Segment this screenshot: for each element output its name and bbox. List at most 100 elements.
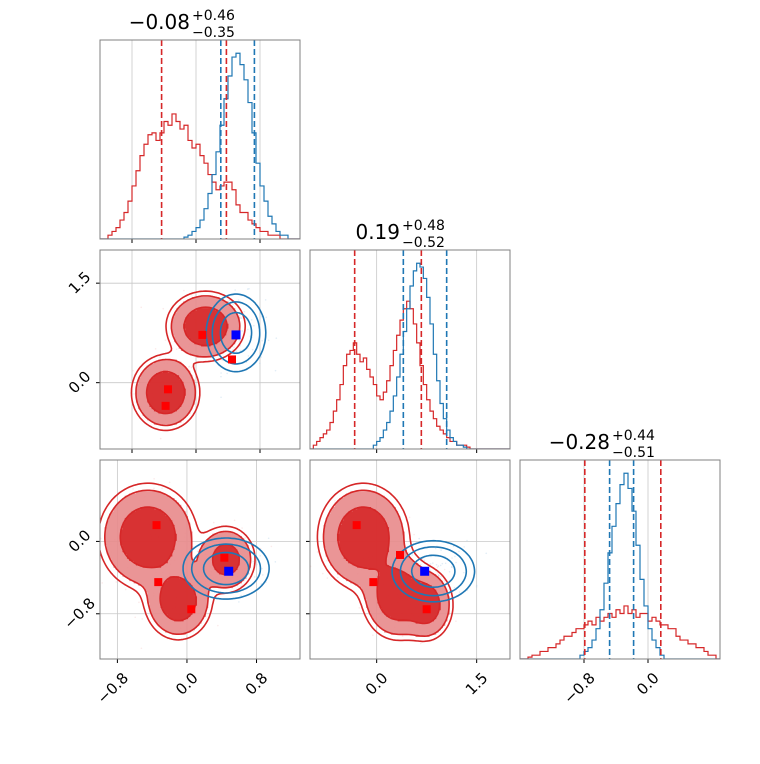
sample-dot [132,488,134,490]
contour-area [307,482,488,645]
sample-dot [238,314,241,317]
panel-frame [99,249,301,450]
sample-dot [431,562,434,564]
sample-dot [265,316,268,319]
panel-diag-1: 0.19 +0.48−0.52 [309,218,511,453]
blue-contour [399,546,468,597]
sample-dot [238,340,241,342]
sample-dot [307,509,309,511]
sample-dot [407,551,410,554]
sample-dot [248,572,250,575]
blue-contour [211,301,261,365]
sample-dot [235,350,238,353]
red-density-fill [336,506,441,624]
panel-lower-2-0: −0.8 0.0 0.8 −0.8 0.0 [60,459,301,708]
sample-dot [437,565,440,567]
sample-dot [451,557,453,559]
sample-dot [162,307,165,310]
sample-dot [448,570,451,573]
sample-dot [454,555,456,558]
sample-dot [247,328,249,331]
red-marker [152,521,161,530]
sample-dot [401,635,404,637]
sample-dot [429,569,432,572]
sample-dot [240,594,242,597]
y-tick-label: 1.5 [65,268,95,298]
sample-dot [232,303,235,305]
sample-dot [239,317,242,319]
sample-dot [140,647,143,650]
red-marker [220,553,229,562]
panel-lower-1-0: 0.0 1.5 [65,249,301,453]
sample-dot [221,359,224,362]
sample-dot [260,583,263,585]
sample-dot [140,306,143,309]
hist-blue [310,262,510,449]
sample-dot [175,348,178,351]
title-lower-error: −0.35 [192,25,235,41]
panel-frame [99,39,301,240]
sample-dot [260,356,262,358]
sample-dot [153,487,155,490]
sample-dot [256,563,258,566]
blue-marker [420,566,430,576]
red-marker [352,521,361,530]
sample-dot [188,366,190,368]
sample-dot [322,572,324,575]
sample-dot [241,527,243,529]
sample-dot [259,362,261,365]
sample-dot [124,588,127,591]
red-marker [369,578,378,587]
sample-dot [429,563,432,565]
red-marker [396,550,404,559]
sample-dot [438,574,441,577]
sample-dot [246,288,249,290]
sample-dot [455,620,457,622]
contour-area [100,478,277,650]
sample-dot [251,348,254,351]
sample-dot [159,437,162,440]
sample-dot [101,582,104,584]
sample-dot [440,549,442,551]
blue-contour [202,551,250,586]
title-lower-error: −0.52 [402,235,445,251]
sample-dot [316,551,319,553]
title-upper-error: +0.48 [402,218,445,234]
sample-dot [275,337,278,339]
sample-dot [441,562,444,565]
red-marker [161,401,170,410]
sample-dot [183,289,185,292]
sample-dot [336,576,339,579]
sample-dot [326,577,329,579]
red-marker [198,330,207,339]
sample-dot [444,562,447,565]
sample-dot [418,537,420,540]
x-tick-label: 0.0 [633,669,663,699]
sample-dot [259,312,261,315]
sample-dot [423,559,426,562]
hist-red [100,113,300,239]
red-contour [316,482,454,643]
title-value: −0.28 [549,430,610,454]
sample-dot [220,372,222,374]
sample-dot [164,339,167,341]
sample-dot [239,345,242,347]
sample-dot [408,516,411,519]
sample-dot [267,537,270,540]
sample-dot [458,591,461,593]
sample-dot [241,330,244,332]
y-tick-label: 0.0 [65,526,95,556]
title-upper-error: +0.44 [612,428,655,444]
hist-red [520,605,720,659]
sample-dot [455,561,457,564]
blue-contour [219,311,253,354]
blue-contour [182,537,270,600]
sample-dot [233,346,235,349]
x-tick-label: −0.8 [560,669,598,707]
red-contour [104,489,252,635]
sample-dot [419,642,422,645]
sample-dot [220,396,222,399]
x-tick-label: 1.5 [462,669,492,699]
sample-dot [228,299,231,302]
sample-dot [212,521,215,524]
